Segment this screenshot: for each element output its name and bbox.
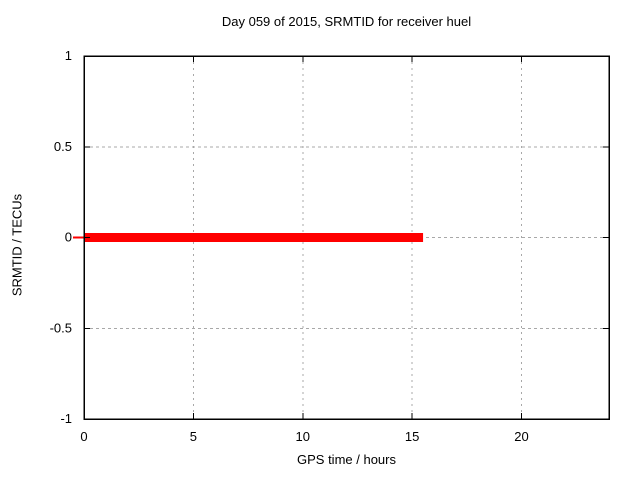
y-tick-label: 0.5 <box>54 139 72 154</box>
chart-title: Day 059 of 2015, SRMTID for receiver hue… <box>221 14 472 29</box>
x-tick-label: 15 <box>405 429 419 444</box>
x-tick-label: 20 <box>514 429 528 444</box>
x-tick-label: 5 <box>190 429 197 444</box>
y-tick-label: 0 <box>65 230 72 245</box>
y-tick-label: -1 <box>60 411 72 426</box>
x-tick-label: 10 <box>296 429 310 444</box>
x-axis-label: GPS time / hours <box>297 452 396 467</box>
y-tick-label: 1 <box>65 48 72 63</box>
y-tick-label: -0.5 <box>50 320 72 335</box>
x-tick-label: 0 <box>80 429 87 444</box>
